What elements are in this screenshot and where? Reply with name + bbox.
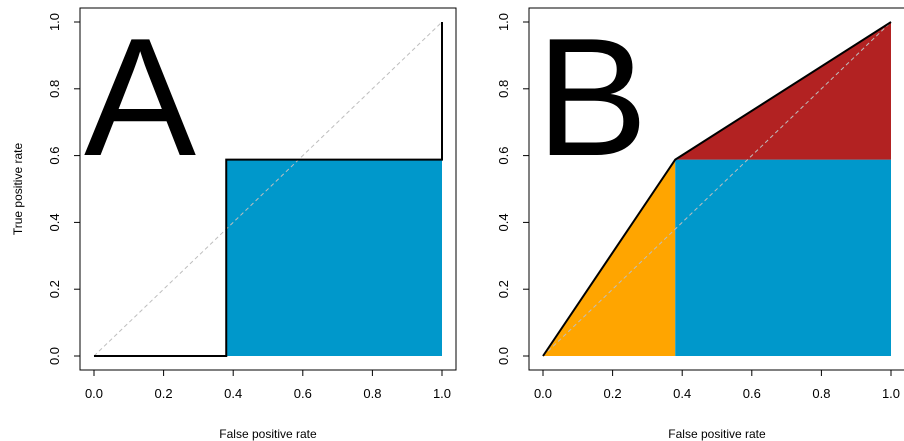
y-axis-title: True positive rate	[11, 143, 25, 236]
x-tick-label-b-1: 0.2	[604, 386, 622, 401]
x-tick-label-a-3: 0.6	[294, 386, 312, 401]
y-tick-label-b-1: 0.2	[496, 280, 511, 298]
chance-diagonal-a	[93, 21, 443, 357]
y-tick-label-b-4: 0.8	[496, 80, 511, 98]
y-tick-label-a-2: 0.4	[47, 213, 62, 231]
y-tick-label-b-5: 1.0	[496, 13, 511, 31]
x-tick-label-a-1: 0.2	[155, 386, 173, 401]
x-tick-label-b-2: 0.4	[673, 386, 691, 401]
plot-frame-b	[528, 7, 904, 371]
panel-a: 0.0 0.2 0.4 0.6 0.8 1.0 0.0 0.2 0.4 0.6 0.8 1.0 A	[47, 3, 457, 401]
roc-curve-b	[542, 21, 892, 357]
y-tick-label-a-0: 0.0	[47, 347, 62, 365]
panel-letter-b: B	[536, 3, 648, 191]
y-tick-label-a-3: 0.6	[47, 147, 62, 165]
y-tick-label-b-0: 0.0	[496, 347, 511, 365]
panel-b: 0.0 0.2 0.4 0.6 0.8 1.0 0.0 0.2 0.4 0.6 0.8 1.0 B	[496, 3, 904, 401]
x-tick-label-b-4: 0.8	[812, 386, 830, 401]
x-tick-label-a-0: 0.0	[85, 386, 103, 401]
x-tick-label-a-4: 0.8	[363, 386, 381, 401]
x-tick-label-a-5: 1.0	[433, 386, 451, 401]
y-tick-label-b-3: 0.6	[496, 147, 511, 165]
x-tick-label-b-5: 1.0	[882, 386, 900, 401]
roc-curve-a	[94, 22, 443, 357]
y-tick-label-a-1: 0.2	[47, 280, 62, 298]
x-axis-title-b: False positive rate	[668, 427, 766, 441]
shaded-region-a-1	[226, 159, 442, 356]
y-tick-label-a-5: 1.0	[47, 13, 62, 31]
shaded-region-b-2	[675, 159, 891, 356]
chance-diagonal-b	[542, 21, 892, 357]
x-axis-title-a: False positive rate	[219, 427, 317, 441]
y-tick-label-a-4: 0.8	[47, 80, 62, 98]
x-tick-label-b-0: 0.0	[534, 386, 552, 401]
x-tick-label-a-2: 0.4	[224, 386, 242, 401]
y-tick-label-b-2: 0.4	[496, 213, 511, 231]
x-tick-label-b-3: 0.6	[743, 386, 761, 401]
plot-frame-a	[79, 7, 457, 371]
panel-letter-a: A	[84, 3, 196, 191]
